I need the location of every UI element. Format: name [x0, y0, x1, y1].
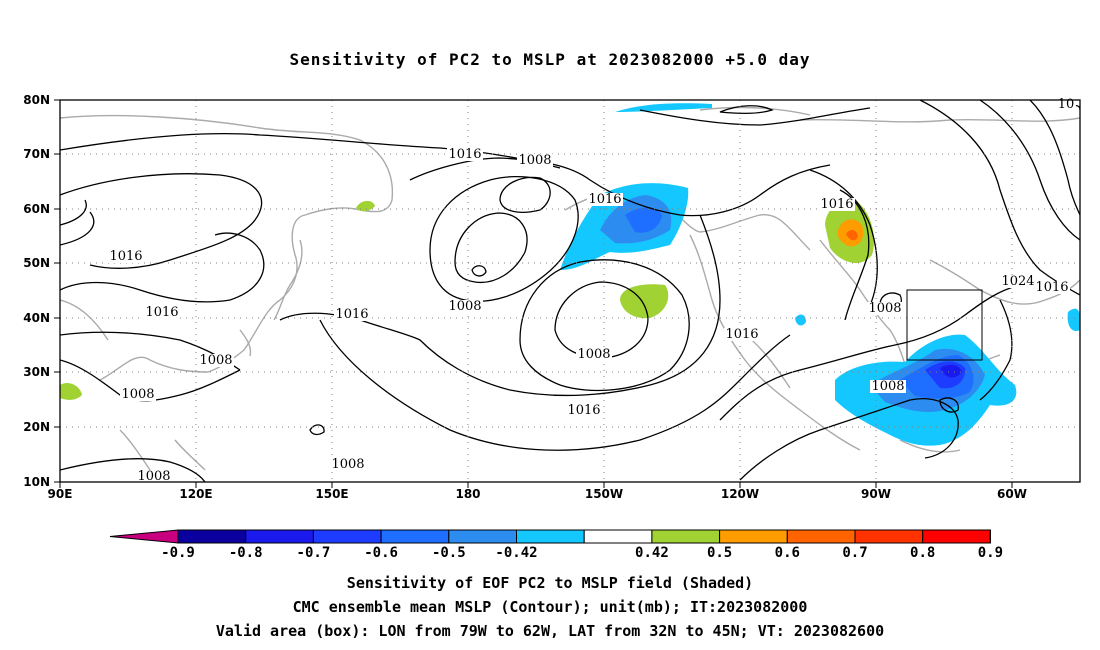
- contour-label-bg: [334, 308, 370, 321]
- latitude-axis: 80N 70N 60N 50N 40N 30N 20N 10N: [23, 93, 60, 489]
- contour-label-bg: [1056, 98, 1076, 111]
- contour-label-bg: [867, 302, 903, 315]
- colorbar-swatch: [380, 529, 450, 544]
- caption-line-3: Valid area (box): LON from 79W to 62W, L…: [215, 622, 885, 640]
- colorbar-swatch: [922, 529, 991, 544]
- lon-tick-label: 150W: [585, 487, 623, 501]
- colorbar-tick-label: 0.9: [978, 545, 1003, 561]
- sensitivity-shading: [60, 103, 1080, 446]
- lon-tick-label: 60W: [997, 487, 1027, 501]
- lat-tick-label: 10N: [23, 475, 50, 489]
- lon-tick-label: 90W: [861, 487, 891, 501]
- contour-label: 1016: [335, 307, 368, 322]
- caption-line-2: CMC ensemble mean MSLP (Contour); unit(m…: [292, 598, 808, 616]
- contour-label: 1008: [868, 301, 901, 316]
- contour-label-bg: [1000, 275, 1036, 288]
- colorbar-tick-label: -0.42: [495, 545, 537, 561]
- lat-tick-label: 70N: [23, 147, 50, 161]
- longitude-axis: 90E 120E 150E 180 150W 120W 90W 60W: [48, 482, 1027, 501]
- lon-tick-label: 120E: [179, 487, 212, 501]
- contour-label: 1008: [448, 299, 481, 314]
- colorbar-low-triangle: [109, 529, 179, 544]
- contour-label: 1016: [448, 147, 481, 162]
- colorbar-tick-label: -0.7: [297, 545, 331, 561]
- colorbar-swatch: [719, 529, 788, 544]
- contour-label-bg: [330, 458, 366, 471]
- lat-tick-label: 20N: [23, 420, 50, 434]
- contour-label: 1008: [518, 153, 551, 168]
- contour-label: 1016: [1035, 280, 1068, 295]
- colorbar-tick-label: -0.6: [364, 545, 398, 561]
- lon-tick-label: 90E: [48, 487, 73, 501]
- contour-label-bg: [870, 380, 906, 393]
- contour-label-bg: [447, 148, 483, 161]
- colorbar-tick-label: -0.8: [229, 545, 263, 561]
- colorbar-tick-label: 0.8: [910, 545, 935, 561]
- lat-tick-label: 40N: [23, 311, 50, 325]
- lat-tick-label: 30N: [23, 365, 50, 379]
- colorbar-swatch: [516, 529, 585, 544]
- contour-label: 1016: [145, 305, 178, 320]
- colorbar-swatch: [312, 529, 382, 544]
- contour-label-bg: [1034, 281, 1070, 294]
- contour-label: 1016: [820, 197, 853, 212]
- lat-tick-label: 80N: [23, 93, 50, 107]
- map-title: Sensitivity of PC2 to MSLP at 2023082000…: [289, 50, 811, 69]
- contour-label-bg: [108, 250, 144, 263]
- contour-label-bg: [566, 404, 602, 417]
- contour-label: 1016: [725, 327, 758, 342]
- colorbar-tick-label: -0.9: [161, 545, 195, 561]
- contour-label: 10: [1058, 97, 1075, 112]
- lon-tick-label: 120W: [721, 487, 759, 501]
- colorbar-tick-label: -0.5: [432, 545, 466, 561]
- contour-label-bg: [576, 348, 612, 361]
- graticule: [60, 100, 1080, 482]
- contour-label: 1016: [109, 249, 142, 264]
- colorbar-swatch: [245, 529, 314, 544]
- colorbar-tick-label: 0.6: [775, 545, 800, 561]
- contour-label-bg: [724, 328, 760, 341]
- lat-tick-label: 50N: [23, 256, 50, 270]
- contour-label-bg: [517, 154, 553, 167]
- colorbar-swatch: [786, 529, 856, 544]
- contour-label-bg: [587, 193, 623, 206]
- mslp-contours: [60, 100, 1080, 482]
- contour-label-bg: [198, 354, 234, 367]
- contour-label-bg: [819, 198, 855, 211]
- contour-label: 1008: [577, 347, 610, 362]
- colorbar-swatch: [854, 529, 924, 544]
- colorbar-swatch: [651, 529, 721, 544]
- valid-area-box: [906, 289, 983, 361]
- contour-label: 1016: [588, 192, 621, 207]
- contour-label: 1008: [121, 387, 154, 402]
- contour-label: 1016: [567, 403, 600, 418]
- contour-label: 1008: [137, 469, 170, 484]
- contour-label: 1008: [331, 457, 364, 472]
- lat-tick-label: 60N: [23, 202, 50, 216]
- lon-tick-label: 180: [455, 487, 480, 501]
- contour-label-bg: [447, 300, 483, 313]
- colorbar-tick-label: 0.5: [707, 545, 732, 561]
- colorbar: -0.9 -0.8 -0.7 -0.6 -0.5 -0.42 0.42 0.5 0.6 0.7 0.…: [109, 529, 1003, 561]
- contour-label-bg: [136, 470, 172, 483]
- colorbar-tick-label: 0.7: [842, 545, 867, 561]
- contour-label-bg: [144, 306, 180, 319]
- contour-label-bg: [120, 388, 156, 401]
- colorbar-swatch: [177, 529, 247, 544]
- colorbar-swatch: [448, 529, 517, 544]
- colorbar-swatch: [583, 529, 653, 544]
- contour-label: 1024: [1001, 274, 1034, 289]
- lon-tick-label: 150E: [315, 487, 348, 501]
- contour-label: 1008: [199, 353, 232, 368]
- contour-label: 1008: [871, 379, 904, 394]
- map-frame: [59, 99, 1081, 483]
- caption-line-1: Sensitivity of EOF PC2 to MSLP field (Sh…: [346, 574, 754, 592]
- colorbar-tick-label: 0.42: [635, 545, 669, 561]
